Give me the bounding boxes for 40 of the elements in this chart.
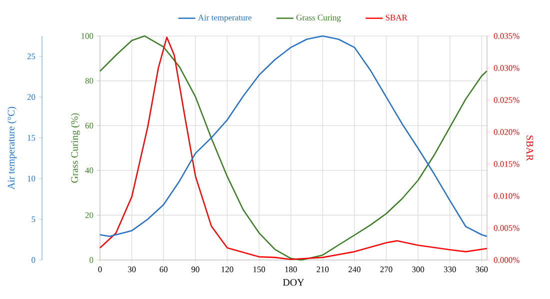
- legend-label: Grass Curing: [296, 14, 341, 22]
- y-tick-label: 80: [85, 78, 94, 84]
- y2-tick-label: 0.025%: [494, 97, 520, 103]
- y3-tick-label: 20: [27, 94, 36, 100]
- y2-tick-label: 0.000%: [494, 257, 520, 263]
- y-axis-title: Grass Curing (%): [70, 113, 80, 183]
- x-tick-label: 210: [316, 266, 329, 272]
- y2-tick-label: 0.005%: [494, 225, 520, 231]
- y2-tick-label: 0.035%: [494, 33, 520, 39]
- y3-axis-title: Air temperature (°C): [7, 106, 16, 190]
- y3-tick-label: 5: [32, 216, 36, 222]
- y2-axis-title: SBAR: [526, 136, 534, 162]
- y3-tick-label: 10: [28, 176, 36, 182]
- x-tick-label: 90: [191, 266, 200, 272]
- y2-tick-label: 0.020%: [494, 129, 520, 135]
- x-tick-label: 0: [98, 266, 102, 272]
- x-tick-label: 330: [444, 266, 456, 272]
- y-tick-label: 40: [85, 168, 94, 174]
- x-axis-title: DOY: [282, 279, 304, 286]
- x-tick-label: 240: [348, 266, 360, 272]
- legend-label: SBAR: [386, 14, 408, 20]
- x-tick-label: 60: [160, 266, 168, 272]
- x-tick-label: 120: [222, 266, 234, 272]
- x-tick-label: 270: [380, 266, 392, 272]
- y2-tick-label: 0.030%: [494, 65, 520, 71]
- y2-tick-label: 0.015%: [494, 161, 520, 167]
- y2-tick-label: 0.010%: [494, 193, 520, 199]
- x-tick-label: 30: [128, 266, 136, 272]
- y-tick-label: 0: [90, 257, 94, 263]
- y-tick-label: 100: [82, 33, 94, 39]
- y-tick-label: 60: [85, 122, 94, 128]
- x-tick-label: 150: [253, 266, 266, 272]
- y3-tick-label: 15: [28, 134, 36, 141]
- x-tick-label: 300: [412, 266, 424, 272]
- x-tick-label: 180: [285, 266, 297, 272]
- y3-tick-label: 0: [32, 257, 36, 263]
- y3-tick-label: 25: [27, 54, 36, 60]
- x-tick-label: 360: [476, 266, 488, 272]
- y-tick-label: 20: [85, 212, 94, 218]
- legend-label: Air temperature: [198, 14, 252, 22]
